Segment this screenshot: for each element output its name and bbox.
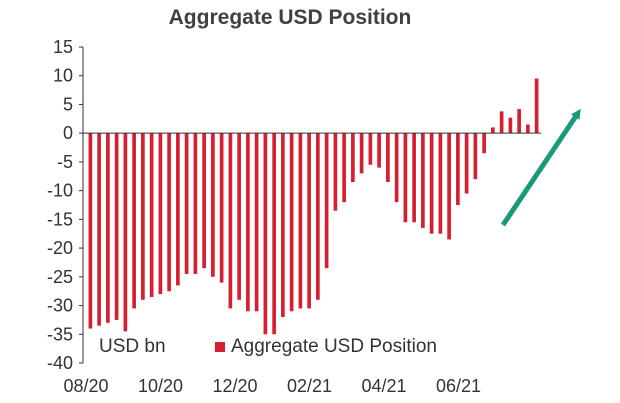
- bar-13: [202, 133, 206, 269]
- bar-39: [429, 133, 434, 234]
- bar-33: [377, 133, 381, 168]
- bar-50: [526, 124, 530, 134]
- bar-36: [403, 133, 408, 223]
- unit-label: USD bn: [99, 336, 166, 357]
- bar-2: [106, 133, 110, 323]
- bar-28: [333, 133, 338, 211]
- bar-11: [184, 133, 189, 274]
- bar-0: [88, 133, 93, 329]
- x-tick-label-2: 12/20: [212, 376, 257, 396]
- bar-35: [394, 133, 399, 203]
- bar-41: [447, 133, 451, 240]
- bar-10: [176, 133, 180, 286]
- bar-29: [342, 133, 346, 203]
- x-tick-label-4: 04/21: [361, 376, 406, 396]
- x-tick-label-3: 02/21: [287, 376, 332, 396]
- bar-26: [316, 133, 320, 300]
- legend: Aggregate USD Position: [215, 336, 437, 358]
- bar-32: [368, 133, 373, 165]
- legend-swatch: [215, 342, 225, 352]
- bar-42: [456, 133, 460, 205]
- y-tick-label-7: -20: [47, 238, 73, 258]
- y-tick-label-11: -40: [47, 353, 73, 373]
- bar-6: [141, 133, 145, 300]
- bar-7: [149, 133, 154, 297]
- bar-5: [132, 133, 136, 309]
- axes-layer: 15 10 5 0 -5 -10 -15 -20 -25 -30 -35 -40 08/20 10/20 1…: [47, 37, 541, 396]
- chart-title: Aggregate USD Position: [168, 6, 412, 29]
- bar-22: [281, 133, 285, 318]
- bar-15: [219, 133, 224, 283]
- x-tick-label-1: 10/20: [138, 376, 183, 396]
- y-tick-label-0: 15: [53, 37, 73, 57]
- bar-31: [359, 133, 364, 174]
- bar-17: [237, 133, 241, 300]
- bar-27: [324, 133, 329, 269]
- bar-43: [464, 133, 469, 194]
- bar-3: [114, 133, 119, 320]
- legend-label: Aggregate USD Position: [231, 336, 437, 357]
- y-tick-label-2: 5: [63, 94, 73, 114]
- bar-14: [211, 133, 215, 277]
- trend-arrow-annotation: [500, 108, 581, 227]
- bar-21: [272, 133, 276, 335]
- bar-46: [491, 127, 495, 134]
- bar-49: [517, 109, 521, 134]
- bar-9: [167, 133, 171, 292]
- bar-40: [438, 133, 443, 234]
- y-tick-label-8: -25: [47, 267, 73, 287]
- y-tick-label-9: -30: [47, 296, 73, 316]
- bar-16: [228, 133, 233, 309]
- bar-30: [351, 133, 355, 183]
- bar-18: [246, 133, 250, 312]
- y-tick-label-1: 10: [53, 66, 73, 86]
- bar-37: [412, 133, 416, 223]
- bar-45: [482, 133, 486, 154]
- bar-24: [298, 133, 303, 309]
- bar-25: [307, 133, 311, 309]
- x-tick-label-5: 06/21: [436, 376, 481, 396]
- bar-1: [97, 133, 101, 326]
- bar-12: [193, 133, 198, 274]
- y-tick-label-4: -5: [57, 152, 73, 172]
- y-tick-label-10: -35: [47, 324, 73, 344]
- y-tick-label-6: -15: [47, 209, 73, 229]
- bar-51: [534, 78, 539, 134]
- bar-19: [254, 133, 259, 312]
- bar-34: [386, 133, 390, 183]
- bars-layer: [88, 78, 539, 335]
- y-tick-label-3: 0: [63, 123, 73, 143]
- bar-20: [263, 133, 268, 335]
- bar-48: [508, 117, 513, 134]
- bar-23: [289, 133, 294, 312]
- bar-38: [421, 133, 425, 228]
- bar-44: [473, 133, 478, 180]
- bar-4: [123, 133, 128, 332]
- bar-47: [499, 111, 504, 134]
- bar-8: [158, 133, 163, 295]
- x-tick-label-0: 08/20: [63, 376, 108, 396]
- y-tick-label-5: -10: [47, 181, 73, 201]
- annotation-layer: [500, 108, 581, 227]
